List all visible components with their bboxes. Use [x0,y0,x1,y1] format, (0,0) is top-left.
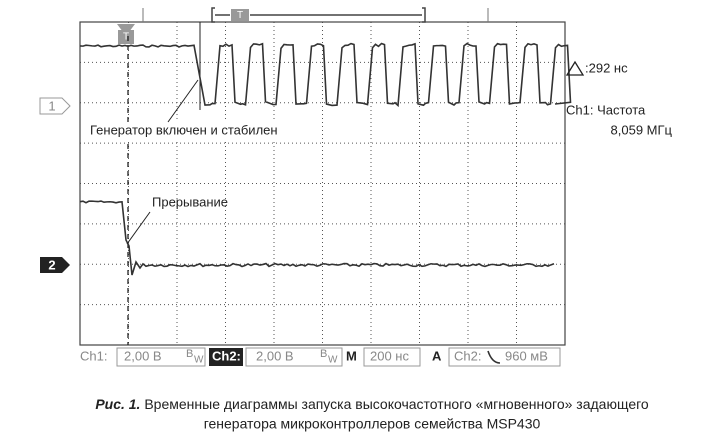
bw-w: W [194,355,204,366]
status-label: M [346,348,357,363]
status-value: Ch2: [454,348,481,363]
status-label: A [432,348,442,363]
status-value: 960 мВ [505,348,548,363]
caption-label: Рис. 1. [95,396,140,412]
status-box [448,347,561,367]
window-marker: T [237,10,243,21]
status-value: 2,00 В [124,348,162,363]
measurement-value: 8,059 МГц [611,122,673,137]
status-label: Ch2: [212,348,241,363]
caption-line: Рис. 1. Временные диаграммы запуска высо… [95,396,649,412]
annotation-bg [88,122,302,140]
ch2-marker: 2 [48,257,55,272]
status-value: 2,00 В [256,348,294,363]
bw-b: B [186,348,193,360]
caption-line: генератора микроконтроллеров семейства M… [204,416,541,432]
falling-edge-icon [487,350,501,364]
window-box [231,9,249,21]
ch1-marker-shape [39,97,71,115]
delta-readout: :292 нс [585,60,628,75]
annotation: Прерывание [152,194,228,209]
trigger-marker: T [123,32,129,43]
status-box [116,347,206,367]
ch1-waveform [79,42,572,108]
ch1-marker: 1 [48,98,55,113]
caption-text: Временные диаграммы запуска высокочастот… [144,396,649,412]
measurement-label: Ch1: Частота [566,102,646,117]
screen-frame [79,21,566,346]
trigger-box [118,30,134,44]
window-bracket [211,7,426,23]
status-box [363,347,421,367]
status-box [245,347,343,367]
grid [80,22,565,345]
status-label: Ch1: [80,348,107,363]
status-value: 200 нс [370,348,409,363]
ch2-waveform [79,200,555,276]
bw-w: W [328,355,338,366]
ch2-marker-shape [40,257,70,273]
delta-symbol [565,60,585,76]
annotation-line [167,79,199,123]
bw-b: B [320,348,327,360]
annotation: Генератор включен и стабилен [90,122,278,137]
annotation-line [126,211,151,245]
status-label-bg [209,348,243,366]
